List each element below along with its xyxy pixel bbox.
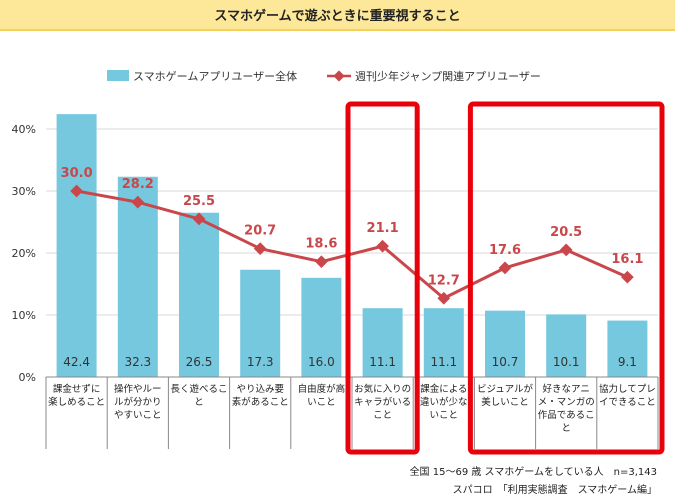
line-marker xyxy=(253,242,267,256)
line-value-label: 25.5 xyxy=(183,194,215,209)
x-category-label: 長く遊べるこ xyxy=(170,383,227,395)
line-marker xyxy=(192,212,206,226)
y-tick-label: 40% xyxy=(12,123,36,136)
bar xyxy=(423,308,464,377)
line-value-label: 21.1 xyxy=(367,221,399,236)
line-value-label: 16.1 xyxy=(611,252,643,267)
highlight-box xyxy=(467,101,665,455)
line-value-label: 30.0 xyxy=(61,166,93,181)
x-category-label: お気に入りの xyxy=(354,383,411,395)
x-category-label: 操作やルー xyxy=(114,383,162,395)
bar-value-label: 10.1 xyxy=(553,355,580,369)
x-category-label: 協力してプレ xyxy=(599,383,656,395)
x-category-label: メ・マンガの xyxy=(538,397,595,408)
line-series xyxy=(76,189,629,300)
line-marker xyxy=(70,184,83,198)
bar-value-label: 16.0 xyxy=(308,355,335,369)
legend-marker xyxy=(333,70,345,82)
line-marker xyxy=(376,239,389,253)
x-category-label: と xyxy=(561,423,571,434)
x-category-label: 課金による xyxy=(420,383,467,395)
bar xyxy=(240,269,281,377)
bar-value-label: 42.4 xyxy=(63,355,90,369)
bar-value-label: 26.5 xyxy=(186,355,213,369)
y-tick-label: 0% xyxy=(19,371,36,384)
x-category-label: 違いが少な xyxy=(420,396,468,408)
x-category-label: 課金せずに xyxy=(53,383,101,395)
x-category-label: こと xyxy=(373,410,392,421)
bar-value-label: 11.1 xyxy=(430,355,457,369)
y-tick-label: 10% xyxy=(12,309,36,322)
bar-value-label: 11.1 xyxy=(369,355,396,369)
footnote-sample: 全国 15～69 歳 スマホゲームをしている人 n=3,143 xyxy=(409,467,657,478)
x-category-label: イできること xyxy=(599,397,656,408)
line-value-label: 12.7 xyxy=(428,273,460,288)
x-category-label: 素があること xyxy=(232,396,289,408)
line-value-label: 18.6 xyxy=(305,237,337,252)
bar xyxy=(546,314,587,377)
footnote-source: スパコロ 「利用実態調査 スマホゲーム編」 xyxy=(452,485,657,496)
bar xyxy=(301,277,342,377)
y-tick-label: 30% xyxy=(12,185,36,198)
highlight-box xyxy=(345,101,420,455)
legend-label-line: 週刊少年ジャンプ関連アプリユーザー xyxy=(355,69,541,83)
x-category-label: ルが分かり xyxy=(114,396,162,408)
x-category-label: 楽しめること xyxy=(48,396,105,408)
x-category-label: 自由度が高 xyxy=(298,383,346,395)
bar xyxy=(607,320,648,377)
bar xyxy=(56,114,97,378)
x-category-label: 好きなアニ xyxy=(543,383,590,395)
chart-title: スマホゲームで遊ぶときに重要視すること xyxy=(0,0,675,31)
legend-swatch-bar xyxy=(107,70,129,81)
y-tick-label: 20% xyxy=(12,247,36,260)
bar-value-label: 32.3 xyxy=(124,355,151,369)
legend-label-bar: スマホゲームアプリユーザー全体 xyxy=(133,69,297,83)
x-category-label: 美しいこと xyxy=(481,396,529,408)
x-category-label: いこと xyxy=(307,397,336,408)
bar xyxy=(179,212,219,377)
bar xyxy=(362,308,403,377)
bar xyxy=(117,176,158,377)
x-category-label: いこと xyxy=(430,410,459,421)
bar xyxy=(485,310,525,377)
line-marker xyxy=(621,270,634,284)
line-marker xyxy=(315,255,328,269)
line-marker xyxy=(559,243,573,257)
line-marker xyxy=(498,261,512,275)
line-marker xyxy=(131,195,145,209)
line-value-label: 20.5 xyxy=(550,225,582,240)
bar-value-label: 9.1 xyxy=(618,355,637,369)
x-category-label: やり込み要 xyxy=(236,384,284,395)
x-category-label: と xyxy=(194,397,204,408)
line-marker xyxy=(437,291,451,305)
x-category-label: やすいこと xyxy=(114,410,162,421)
x-category-label: 作品であるこ xyxy=(538,409,595,421)
bar-value-label: 17.3 xyxy=(247,355,274,369)
x-category-label: ビジュアルが xyxy=(477,383,534,395)
x-category-label: キャラがいる xyxy=(354,396,411,408)
line-value-label: 17.6 xyxy=(489,243,521,258)
line-value-label: 28.2 xyxy=(122,177,154,192)
bar-value-label: 10.7 xyxy=(492,355,519,369)
line-value-label: 20.7 xyxy=(244,224,276,239)
